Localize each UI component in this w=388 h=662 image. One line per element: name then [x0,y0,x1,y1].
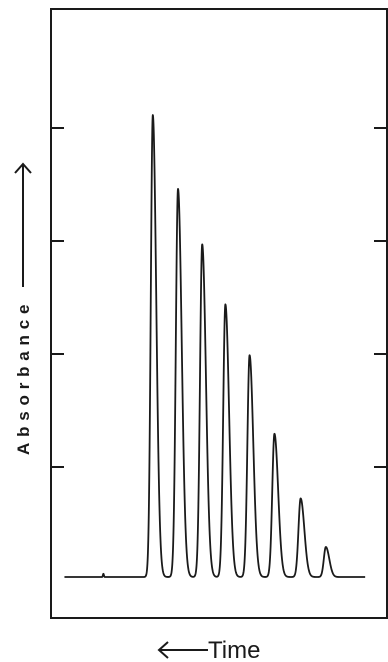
x-axis-label: Time [208,637,260,662]
absorbance-trace [63,114,366,578]
plot-frame [50,8,388,619]
y-axis-label-group: Absorbance [14,162,33,455]
y-axis-arrow-icon [14,162,32,287]
x-axis-arrow-icon [157,641,208,659]
tick-marks [51,127,387,468]
y-axis-label: Absorbance [14,299,33,455]
